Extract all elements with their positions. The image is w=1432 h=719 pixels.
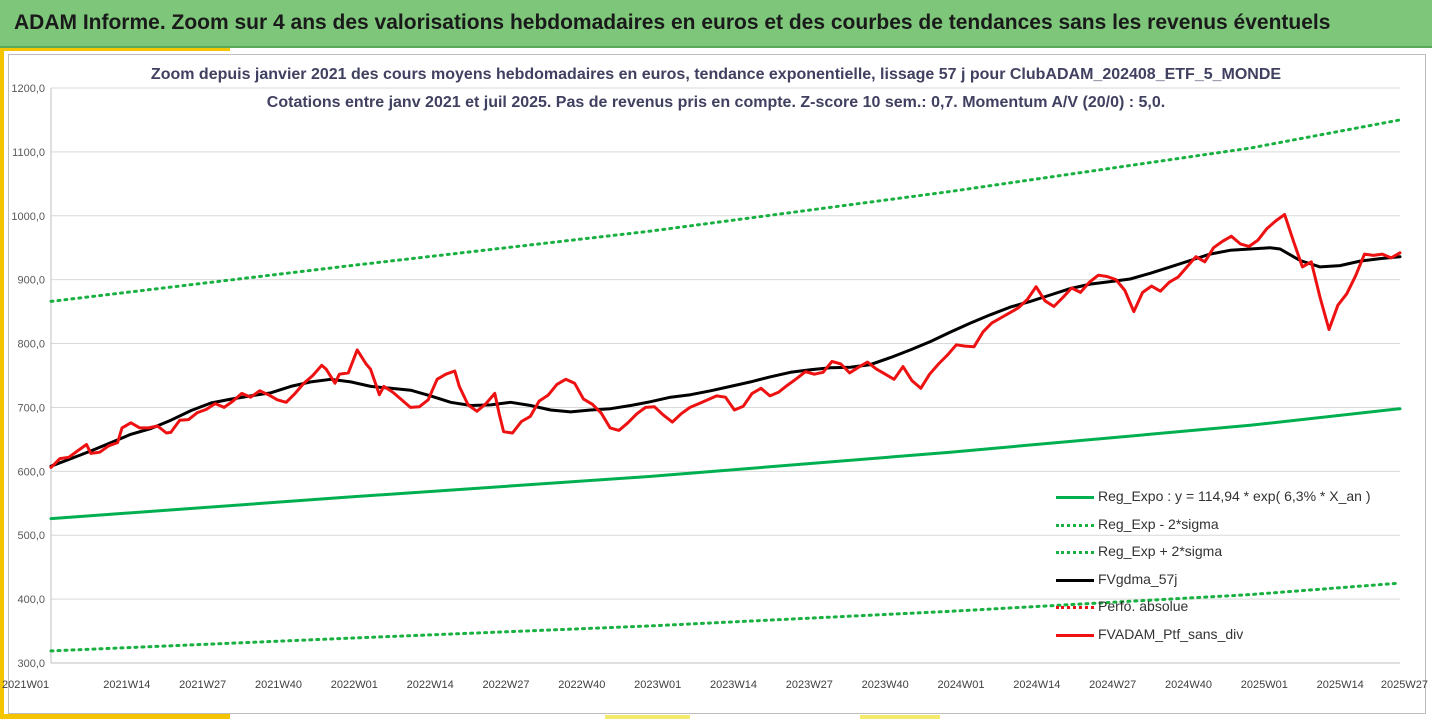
x-tick-label: 2023W27	[786, 679, 833, 691]
legend-label: Reg_Expo : y = 114,94 * exp( 6,3% * X_an…	[1098, 488, 1371, 504]
legend-label: Reg_Exp - 2*sigma	[1098, 515, 1219, 532]
legend-label: Reg_Exp + 2*sigma	[1098, 543, 1223, 559]
accent-bar-bottom-2	[605, 715, 690, 719]
legend-swatch	[1056, 578, 1094, 582]
legend-swatch	[1056, 633, 1094, 637]
legend-swatch	[1056, 606, 1094, 609]
reg-exp-minus-line	[49, 581, 1402, 653]
y-tick-label: 600,0	[17, 466, 45, 478]
report-title: ADAM Informe. Zoom sur 4 ans des valoris…	[14, 11, 1331, 34]
x-tick-label: 2024W27	[1089, 679, 1136, 691]
y-tick-label: 1100,0	[12, 147, 45, 159]
chart-legend: Reg_Expo : y = 114,94 * exp( 6,3% * X_an…	[1056, 488, 1371, 654]
report-banner: ADAM Informe. Zoom sur 4 ans des valoris…	[0, 0, 1432, 48]
legend-item: Reg_Exp + 2*sigma	[1056, 543, 1356, 571]
y-tick-label: 900,0	[17, 275, 45, 287]
chart-frame	[8, 54, 1426, 714]
accent-bar-left	[0, 48, 4, 719]
x-tick-label: 2022W01	[331, 679, 378, 691]
x-tick-label: 2025W27	[1381, 679, 1428, 691]
fvgdma-line	[49, 246, 1402, 468]
x-tick-label: 2021W27	[179, 679, 226, 691]
y-tick-label: 700,0	[17, 402, 45, 414]
legend-item: FVgdma_57j	[1056, 571, 1356, 599]
y-tick-label: 800,0	[17, 339, 45, 351]
x-tick-label: 2022W27	[482, 679, 529, 691]
x-tick-label: 2023W01	[634, 679, 681, 691]
x-tick-label: 2023W40	[862, 679, 909, 691]
reg-exp-plus-line	[49, 118, 1402, 303]
legend-swatch	[1056, 496, 1094, 499]
legend-label: Perfo. absolue	[1098, 598, 1189, 614]
accent-bar-top	[4, 48, 230, 51]
legend-item: Perfo. absolue	[1056, 598, 1356, 626]
legend-item: FVADAM_Ptf_sans_div	[1056, 626, 1356, 654]
legend-swatch	[1056, 551, 1094, 554]
legend-item: Reg_Expo : y = 114,94 * exp( 6,3% * X_an…	[1056, 488, 1371, 516]
fvadam-ptf-line	[49, 213, 1402, 469]
x-tick-label: 2024W01	[937, 679, 984, 691]
x-tick-label: 2022W14	[407, 679, 454, 691]
x-tick-label: 2023W14	[710, 679, 757, 691]
x-tick-label: 2024W14	[1013, 679, 1060, 691]
legend-label: FVgdma_57j	[1098, 570, 1178, 587]
chart-title: Zoom depuis janvier 2021 des cours moyen…	[150, 66, 1282, 83]
legend-label: FVADAM_Ptf_sans_div	[1098, 625, 1244, 642]
y-tick-label: 300,0	[17, 658, 45, 670]
x-tick-label: 2021W01	[2, 679, 49, 691]
legend-item: Reg_Exp - 2*sigma	[1056, 516, 1356, 544]
x-tick-label: 2021W14	[103, 679, 150, 691]
y-tick-label: 1000,0	[11, 211, 45, 223]
accent-bar-bottom-3	[860, 715, 940, 719]
x-tick-label: 2022W40	[558, 679, 605, 691]
x-tick-label: 2024W40	[1165, 679, 1212, 691]
x-tick-label: 2025W14	[1317, 679, 1364, 691]
x-tick-label: 2025W01	[1241, 679, 1288, 691]
legend-swatch	[1056, 523, 1094, 527]
accent-bar-bottom	[0, 714, 230, 719]
chart-subtitle: Cotations entre janv 2021 et juil 2025. …	[266, 94, 1166, 111]
x-tick-label: 2021W40	[255, 679, 302, 691]
reg-expo-line	[49, 407, 1402, 521]
y-tick-label: 1200,0	[11, 83, 45, 95]
y-tick-label: 500,0	[17, 530, 45, 542]
y-tick-label: 400,0	[17, 594, 45, 606]
